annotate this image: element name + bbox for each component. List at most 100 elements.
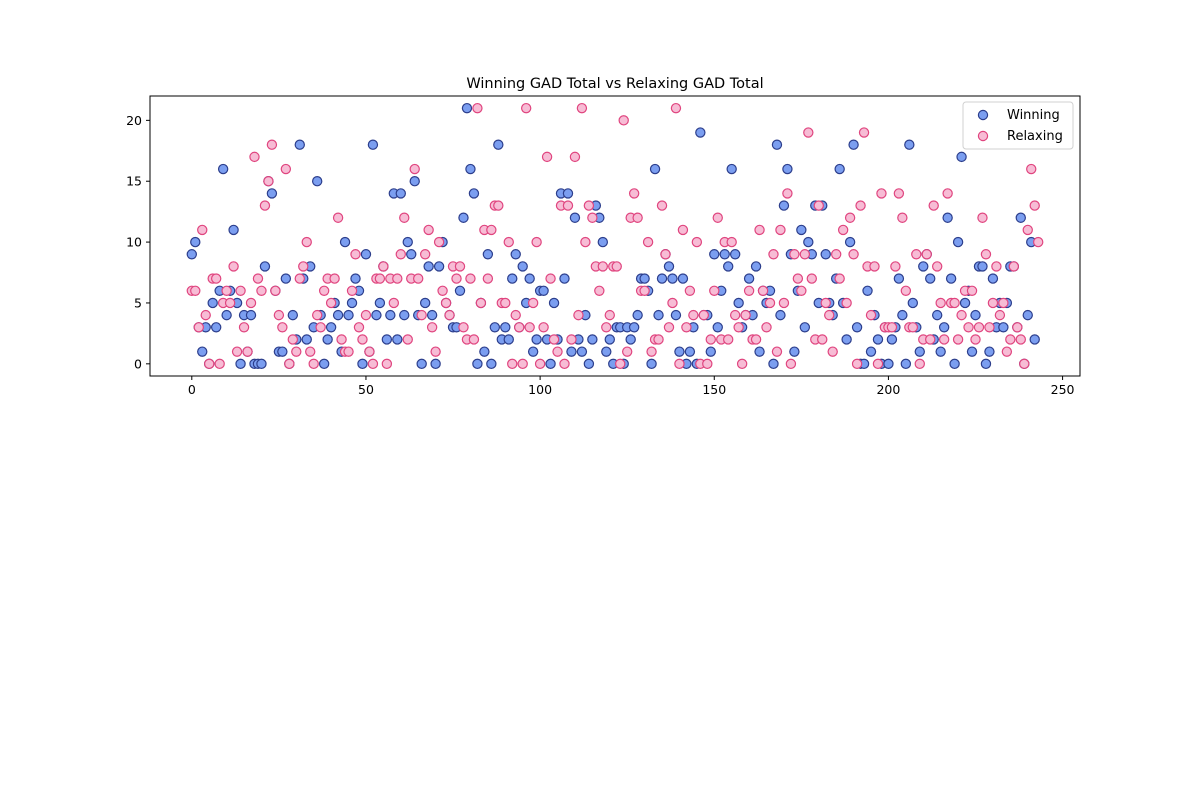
point-relaxing	[980, 249, 992, 260]
point-winning	[862, 285, 873, 296]
point-winning	[545, 358, 556, 370]
point-winning	[984, 346, 995, 357]
point-relaxing	[963, 322, 974, 333]
point-relaxing	[987, 297, 999, 309]
y-tick-label: 10	[126, 235, 142, 250]
point-winning	[566, 346, 577, 357]
point-relaxing	[242, 346, 253, 357]
point-winning	[346, 297, 358, 309]
point-relaxing	[458, 322, 469, 333]
point-relaxing	[562, 200, 574, 211]
point-relaxing	[952, 334, 964, 345]
point-winning	[569, 212, 581, 223]
point-winning	[301, 334, 312, 345]
point-winning	[479, 346, 490, 357]
point-winning	[1015, 212, 1026, 223]
point-relaxing	[548, 334, 560, 345]
point-winning	[918, 261, 929, 272]
point-winning	[1022, 309, 1033, 321]
point-relaxing	[778, 297, 790, 309]
point-winning	[893, 273, 905, 284]
point-relaxing	[935, 297, 946, 309]
point-winning	[217, 163, 229, 175]
point-relaxing	[729, 309, 741, 321]
point-relaxing	[1029, 200, 1040, 211]
point-relaxing	[813, 200, 824, 211]
point-winning	[796, 224, 807, 236]
point-relaxing	[646, 346, 657, 357]
point-winning	[980, 358, 992, 370]
point-relaxing	[325, 297, 337, 309]
point-relaxing	[820, 297, 831, 309]
point-relaxing	[353, 322, 365, 333]
point-relaxing	[740, 309, 751, 321]
point-relaxing	[520, 102, 532, 114]
point-winning	[531, 334, 542, 345]
point-relaxing	[837, 224, 849, 236]
point-relaxing	[423, 224, 434, 236]
point-relaxing	[824, 309, 835, 321]
point-relaxing	[531, 236, 542, 248]
point-relaxing	[552, 346, 563, 357]
point-winning	[656, 273, 668, 284]
point-winning	[266, 188, 278, 199]
point-winning	[754, 346, 765, 357]
y-tick-label: 0	[134, 356, 142, 371]
point-winning	[367, 139, 379, 150]
point-relaxing	[252, 273, 264, 284]
point-winning	[674, 346, 685, 357]
point-relaxing	[663, 322, 675, 333]
point-relaxing	[259, 200, 271, 211]
point-relaxing	[893, 188, 905, 199]
point-relaxing	[231, 346, 243, 357]
point-relaxing	[210, 273, 222, 284]
point-relaxing	[998, 297, 1009, 309]
point-relaxing	[712, 212, 723, 223]
point-relaxing	[559, 358, 570, 370]
point-relaxing	[468, 334, 480, 345]
point-winning	[562, 188, 574, 199]
point-winning	[385, 309, 396, 321]
point-relaxing	[803, 127, 814, 138]
point-relaxing	[510, 309, 521, 321]
point-winning	[628, 322, 640, 333]
point-winning	[945, 273, 957, 284]
point-winning	[259, 261, 271, 272]
point-winning	[886, 334, 898, 345]
y-tick-label: 20	[126, 113, 142, 128]
point-relaxing	[280, 163, 292, 175]
point-winning	[998, 322, 1009, 333]
point-relaxing	[399, 212, 410, 223]
point-relaxing	[754, 224, 765, 236]
point-relaxing	[628, 188, 640, 199]
point-relaxing	[914, 358, 925, 370]
point-relaxing	[587, 212, 598, 223]
point-winning	[667, 273, 678, 284]
point-relaxing	[430, 346, 441, 357]
point-winning	[576, 346, 588, 357]
point-relaxing	[245, 297, 257, 309]
point-relaxing	[444, 309, 455, 321]
point-relaxing	[775, 224, 786, 236]
point-winning	[426, 309, 438, 321]
point-relaxing	[374, 273, 386, 284]
point-winning	[663, 261, 675, 272]
point-relaxing	[263, 176, 274, 187]
point-winning	[733, 297, 744, 309]
point-winning	[406, 249, 417, 260]
point-winning	[197, 346, 208, 357]
point-winning	[743, 273, 755, 284]
point-winning	[726, 163, 737, 175]
point-winning	[639, 273, 650, 284]
point-relaxing	[670, 102, 682, 114]
point-winning	[799, 322, 811, 333]
point-winning	[332, 309, 344, 321]
point-winning	[848, 139, 859, 150]
point-relaxing	[433, 236, 445, 248]
point-winning	[966, 346, 978, 357]
point-winning	[907, 297, 919, 309]
point-relaxing	[318, 285, 330, 296]
point-relaxing	[698, 309, 710, 321]
point-relaxing	[743, 285, 755, 296]
